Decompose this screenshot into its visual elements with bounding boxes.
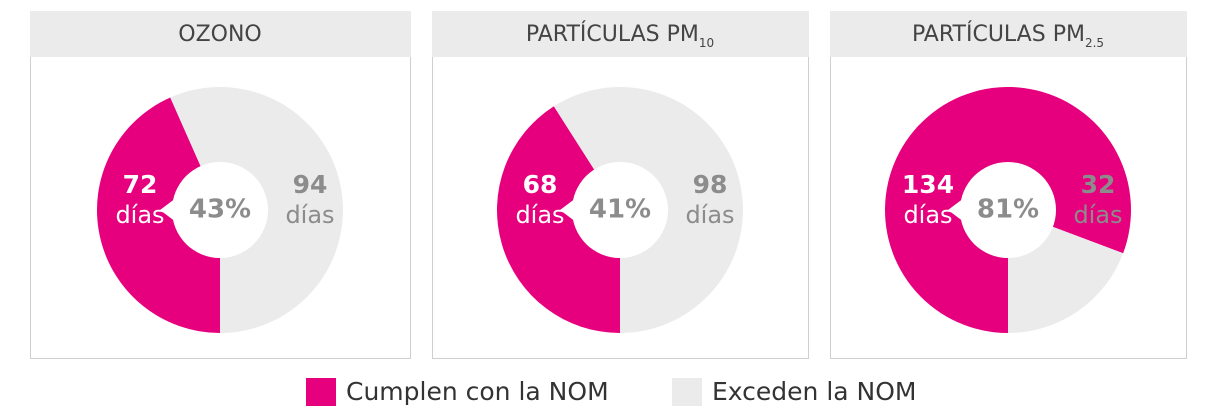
- donut-slice: [97, 97, 220, 333]
- legend-label: Cumplen con la NOM: [346, 377, 609, 406]
- hole-notch: [560, 198, 576, 222]
- donut-slice: [497, 106, 620, 333]
- panel-header: [432, 11, 809, 57]
- title-subscript: 2.5: [1085, 36, 1104, 50]
- panel-title: PARTÍCULAS PM10: [526, 21, 714, 50]
- slice-value: 72: [123, 170, 158, 199]
- slice-value: 94: [293, 170, 328, 199]
- center-percent: 81%: [977, 195, 1039, 225]
- slice-value: 98: [693, 170, 728, 199]
- panel-title: PARTÍCULAS PM2.5: [912, 21, 1104, 50]
- slice-unit: días: [903, 201, 952, 229]
- hole-notch: [948, 198, 964, 222]
- slice-unit: días: [685, 201, 734, 229]
- center-percent: 41%: [589, 195, 651, 225]
- title-subscript: 10: [699, 36, 714, 50]
- title-text: PARTÍCULAS PM: [912, 21, 1085, 47]
- slice-unit: días: [515, 201, 564, 229]
- slice-value: 68: [523, 170, 558, 199]
- donut-hole: [960, 162, 1056, 258]
- panel-header: [830, 11, 1187, 57]
- slice-value: 134: [902, 170, 954, 199]
- title-text: OZONO: [178, 22, 261, 47]
- legend-label: Exceden la NOM: [712, 377, 916, 406]
- slice-unit: días: [115, 201, 164, 229]
- hole-notch: [160, 198, 176, 222]
- legend-swatch: [672, 378, 702, 406]
- donut-hole: [572, 162, 668, 258]
- slice-value: 32: [1081, 170, 1116, 199]
- legend-swatch: [306, 378, 336, 406]
- slice-unit: días: [1073, 201, 1122, 229]
- slice-unit: días: [285, 201, 334, 229]
- panel-header: [30, 11, 411, 57]
- donut-hole: [172, 162, 268, 258]
- panel-title: OZONO: [178, 22, 261, 47]
- title-text: PARTÍCULAS PM: [526, 21, 699, 47]
- center-percent: 43%: [189, 195, 251, 225]
